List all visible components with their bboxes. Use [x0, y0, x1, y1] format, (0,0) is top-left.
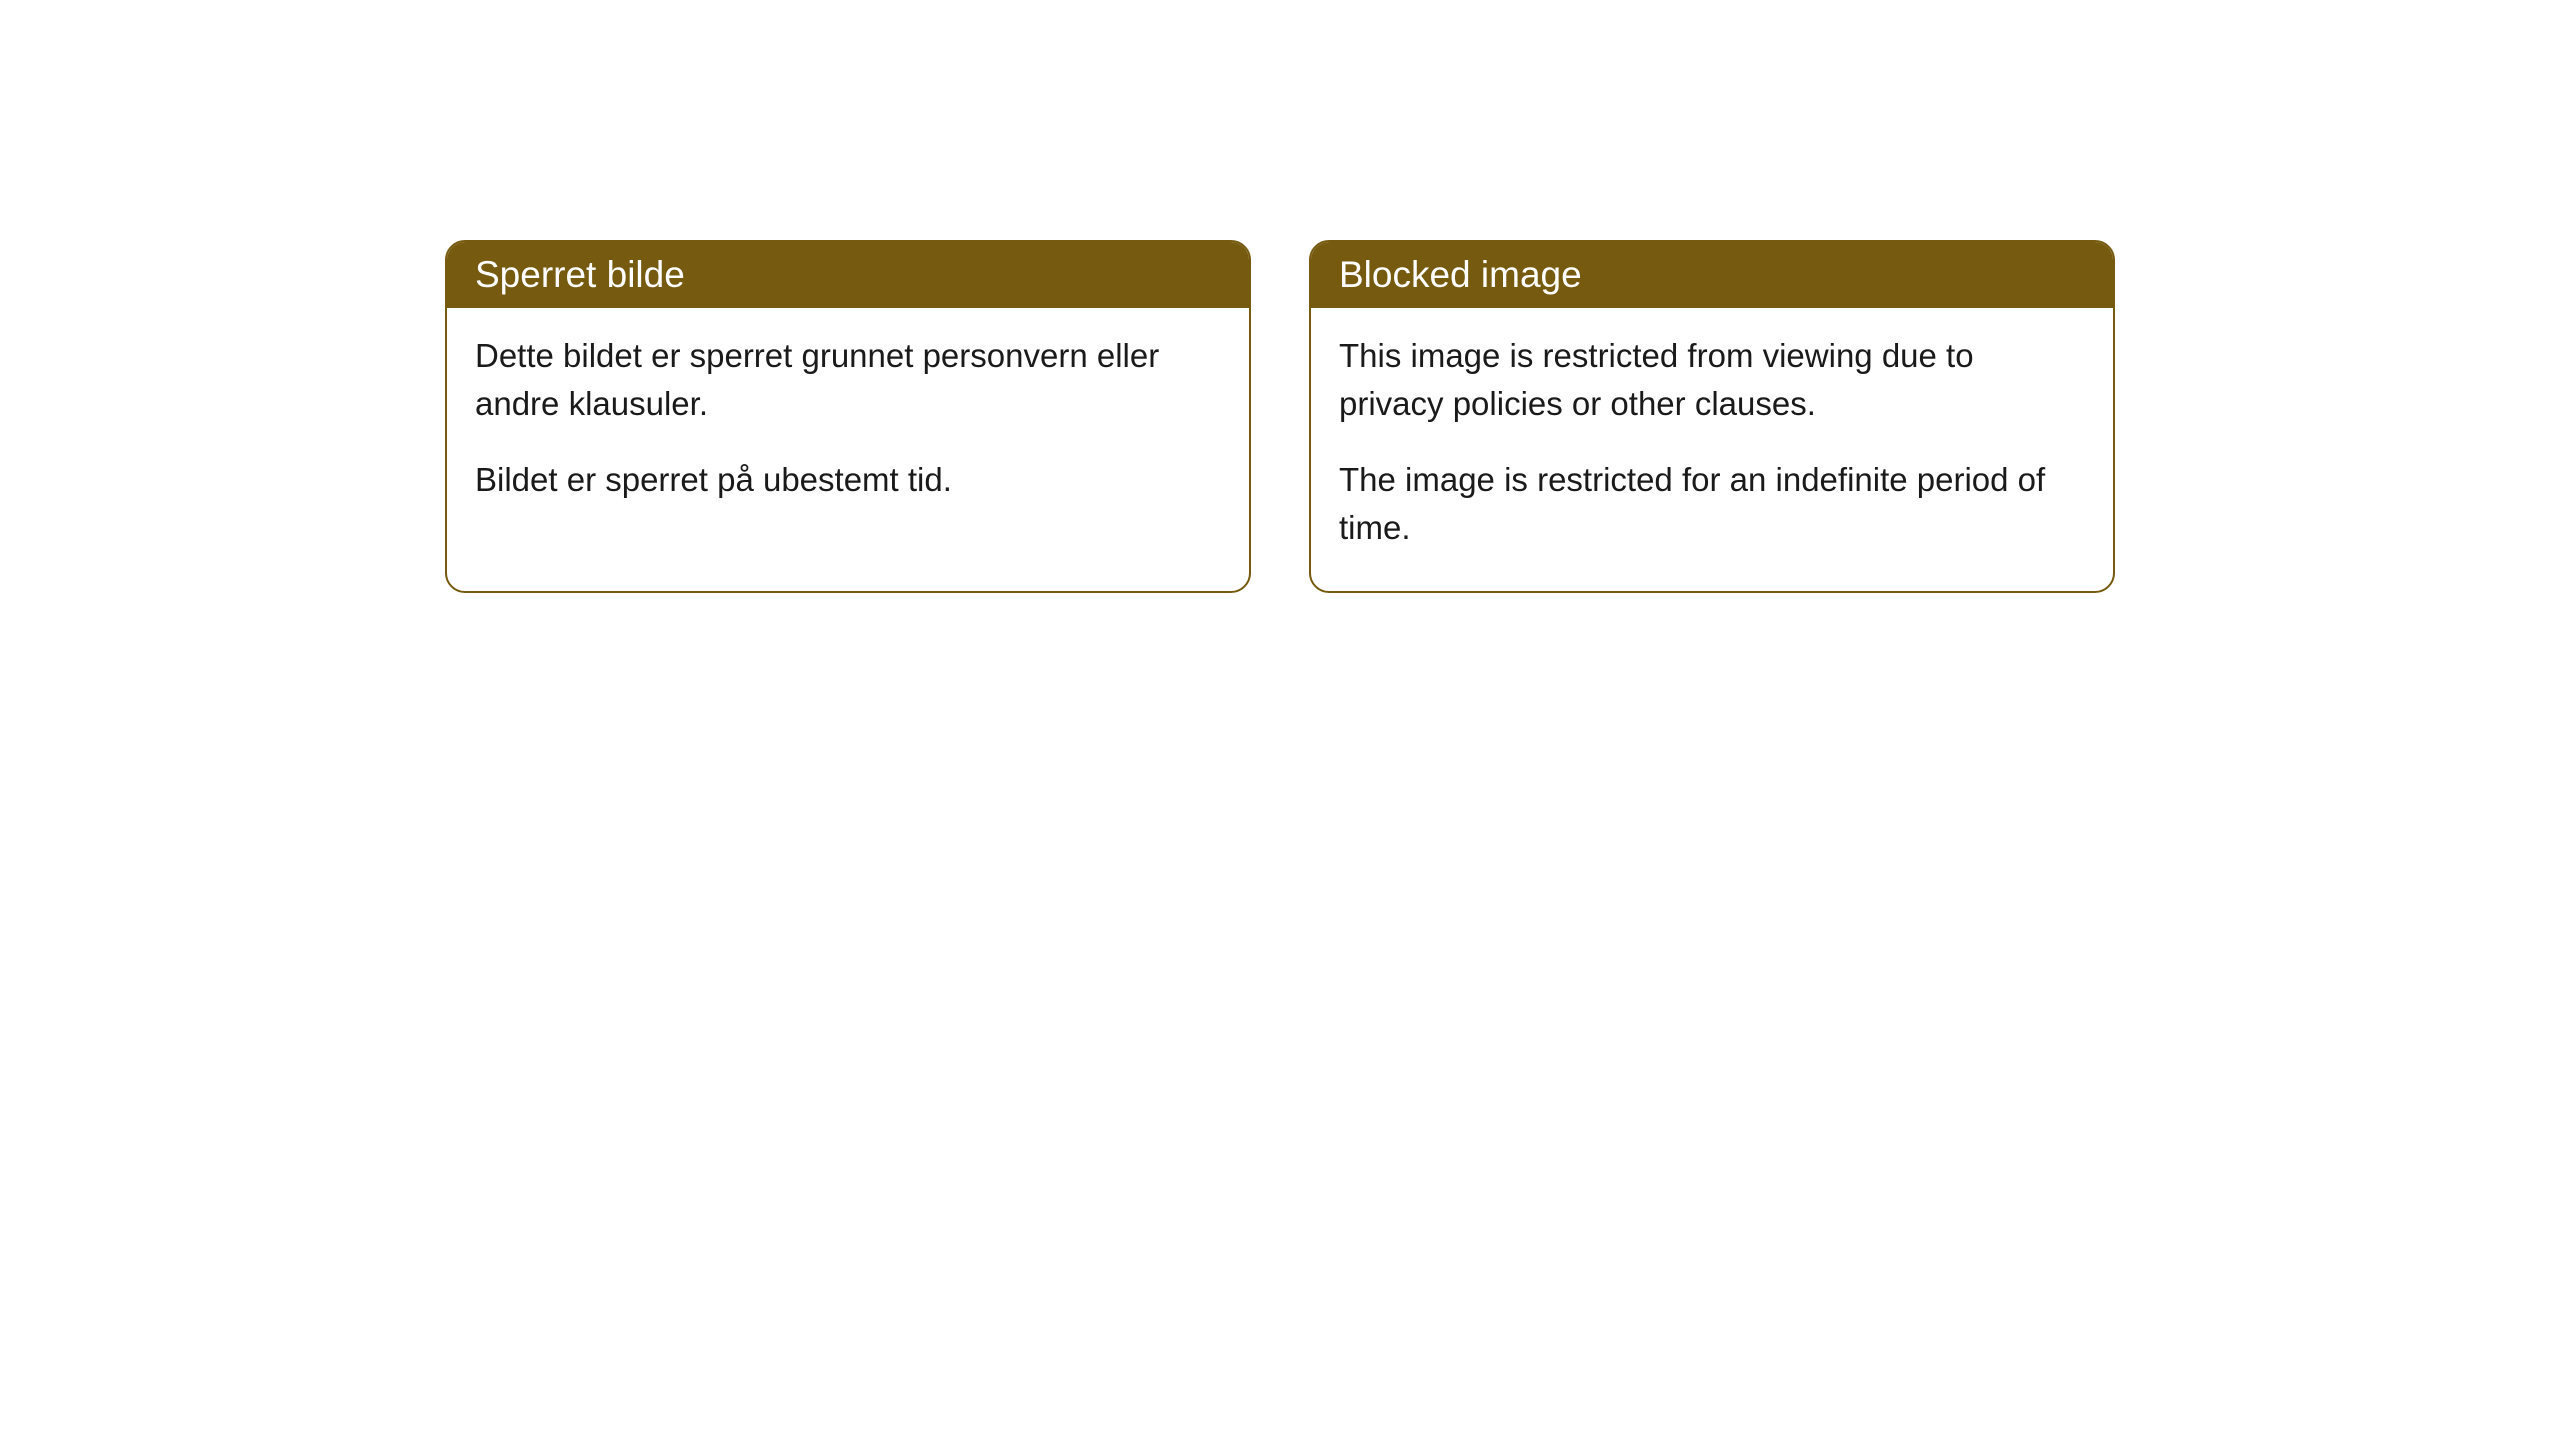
blocked-image-card-english: Blocked image This image is restricted f…	[1309, 240, 2115, 593]
card-title-english: Blocked image	[1339, 254, 1582, 295]
card-body-norwegian: Dette bildet er sperret grunnet personve…	[447, 308, 1249, 544]
cards-container: Sperret bilde Dette bildet er sperret gr…	[445, 240, 2115, 593]
card-title-norwegian: Sperret bilde	[475, 254, 685, 295]
card-paragraph-2-norwegian: Bildet er sperret på ubestemt tid.	[475, 456, 1221, 504]
card-header-norwegian: Sperret bilde	[447, 242, 1249, 308]
card-paragraph-2-english: The image is restricted for an indefinit…	[1339, 456, 2085, 552]
card-header-english: Blocked image	[1311, 242, 2113, 308]
blocked-image-card-norwegian: Sperret bilde Dette bildet er sperret gr…	[445, 240, 1251, 593]
card-paragraph-1-english: This image is restricted from viewing du…	[1339, 332, 2085, 428]
card-body-english: This image is restricted from viewing du…	[1311, 308, 2113, 591]
card-paragraph-1-norwegian: Dette bildet er sperret grunnet personve…	[475, 332, 1221, 428]
